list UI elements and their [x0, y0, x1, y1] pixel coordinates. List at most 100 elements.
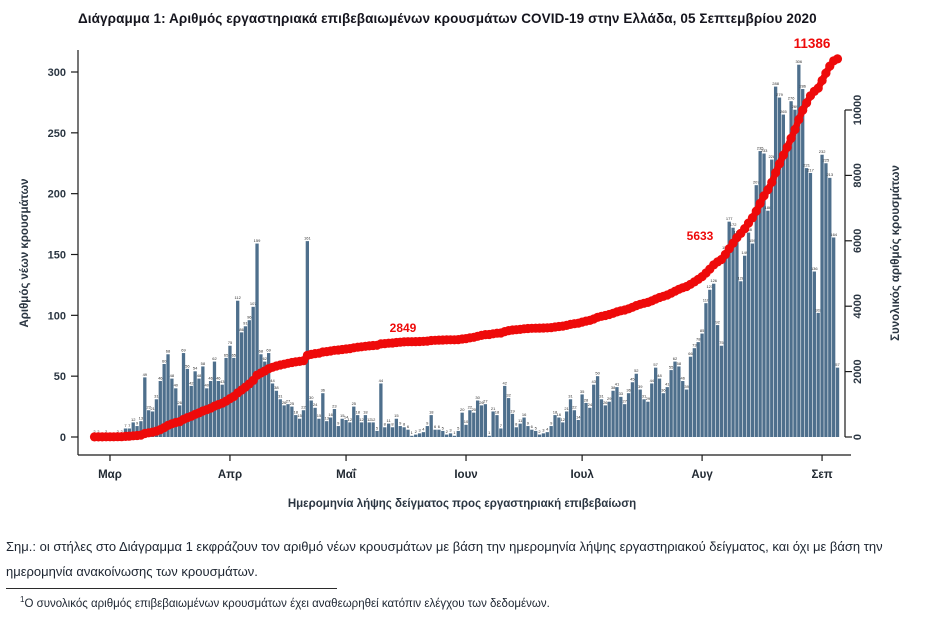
bar: [727, 221, 731, 437]
bar-value-label: 42: [502, 380, 507, 385]
bar: [503, 385, 507, 437]
bar: [530, 429, 534, 437]
bar-value-label: 39: [638, 384, 643, 389]
bar: [166, 354, 170, 437]
bar: [812, 271, 816, 437]
bar-value-label: 62: [263, 356, 268, 361]
bar-value-label: 50: [595, 371, 600, 376]
bar-value-label: 48: [657, 373, 662, 378]
bar-value-label: 4: [546, 427, 549, 432]
bar-value-label: 46: [208, 375, 213, 380]
bar-value-label: 38: [274, 385, 279, 390]
bar: [321, 393, 325, 437]
bar-value-label: 36: [321, 388, 326, 393]
bar: [170, 378, 174, 437]
bar-value-label: 22: [572, 405, 577, 410]
bar: [297, 418, 302, 437]
bar-value-label: 86: [239, 327, 244, 332]
bar: [317, 418, 321, 437]
bar: [673, 361, 677, 437]
bar: [263, 361, 267, 437]
bar-value-label: 36: [661, 388, 666, 393]
chart-note: Σημ.: οι στήλες στο Διάγραμμα 1 εκφράζου…: [6, 539, 883, 580]
bar: [348, 422, 352, 437]
bar: [228, 345, 232, 437]
bar-value-label: 30: [309, 395, 314, 400]
bar: [766, 210, 770, 437]
cumulative-point: [771, 168, 781, 178]
bar: [696, 342, 700, 437]
bar: [437, 429, 441, 437]
y-axis-left-tick-label: 0: [60, 432, 66, 444]
bar-value-label: 5: [376, 425, 379, 430]
bar: [274, 390, 279, 437]
bar-value-label: 26: [177, 400, 182, 405]
bar: [688, 356, 693, 437]
bar: [491, 411, 495, 437]
bar: [475, 400, 480, 437]
bar-value-label: 41: [665, 382, 670, 387]
bar-value-label: 6: [407, 424, 410, 429]
y-axis-left-tick-label: 150: [48, 249, 66, 261]
bar-value-label: 49: [143, 372, 148, 377]
bar: [414, 434, 418, 437]
x-axis: Μαρ Απρ Μαΐ Ιουν Ιουλ Αυγ Σεπ Ημερομηνία λήψης …: [78, 454, 851, 510]
bar: [704, 303, 708, 437]
footnote-text: Ο συνολικός αριθμός επιβεβαιωμένων κρουσ…: [24, 597, 550, 610]
x-axis-tick-label: Ιουν: [454, 469, 477, 481]
bar-value-label: 22: [301, 405, 306, 410]
bar-value-label: 75: [228, 340, 233, 345]
bar-value-label: 110: [703, 298, 710, 303]
bar: [325, 421, 329, 437]
bar: [669, 370, 673, 437]
bar: [421, 432, 426, 437]
bar: [576, 419, 580, 437]
bar: [290, 406, 294, 437]
bar: [147, 410, 151, 437]
bar: [677, 366, 681, 437]
bar-value-label: 32: [506, 393, 511, 398]
bar: [561, 422, 565, 437]
bar-value-label: 21: [491, 406, 496, 411]
bar-value-label: 5: [442, 425, 445, 430]
bar: [526, 426, 530, 437]
bar: [425, 426, 429, 437]
bar: [212, 361, 217, 437]
y-axis-left-tick-label: 300: [48, 67, 66, 79]
footnote-divider: [6, 588, 337, 589]
bar: [781, 114, 786, 437]
bar-value-label: 38: [611, 385, 616, 390]
cumulative-line-group: [89, 54, 843, 442]
bar: [603, 405, 607, 437]
bar-value-label: 11: [518, 418, 523, 423]
bar: [158, 381, 162, 437]
bar-value-label: 43: [591, 379, 596, 384]
bar: [715, 325, 720, 437]
bar: [785, 149, 789, 437]
bar-value-label: 12: [131, 417, 136, 422]
bar: [433, 429, 437, 437]
annotation-5633: 5633: [687, 229, 714, 243]
bar: [661, 393, 666, 437]
bar-value-label: 286: [799, 83, 806, 88]
bar: [708, 289, 712, 437]
bar: [657, 378, 662, 437]
y-axis-right-tick-label: 8000: [852, 163, 864, 187]
bar: [743, 255, 747, 437]
bar-value-label: 2: [415, 429, 418, 434]
bar: [518, 423, 522, 437]
bar-value-label: 233: [761, 148, 768, 153]
bar-value-label: 31: [599, 394, 604, 399]
bar-value-label: 3: [542, 428, 545, 433]
bar-value-label: 279: [776, 92, 783, 97]
bar-value-label: 15: [340, 413, 345, 418]
bar: [278, 399, 282, 437]
bar-value-label: 27: [622, 399, 627, 404]
bar-value-label: 19: [510, 408, 515, 413]
bar-value-label: 136: [811, 266, 818, 271]
bar-value-label: 12: [367, 417, 372, 422]
bar: [541, 433, 546, 437]
bar: [236, 300, 240, 437]
bar: [305, 241, 309, 437]
bar: [309, 400, 313, 437]
